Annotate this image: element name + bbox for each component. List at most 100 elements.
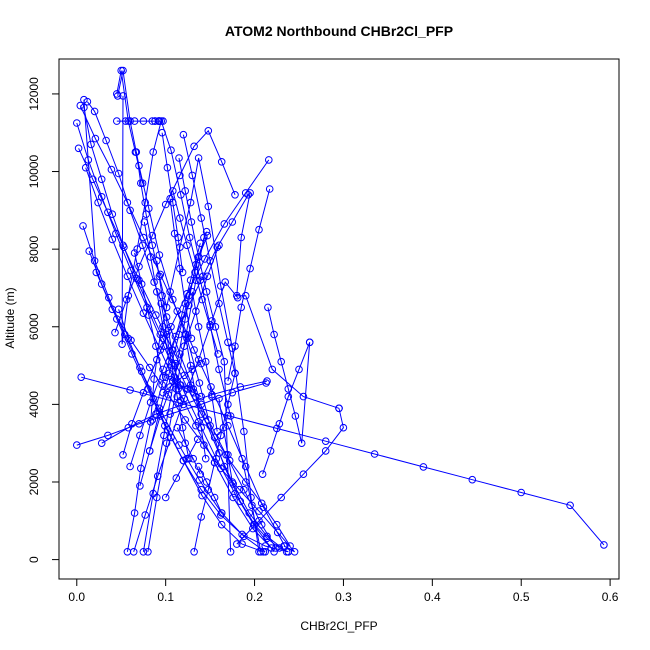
- data-point: [159, 373, 167, 382]
- data-point: [188, 171, 197, 180]
- data-point: [126, 386, 134, 394]
- series-37: [113, 117, 163, 125]
- data-point: [108, 235, 117, 244]
- data-point: [210, 458, 219, 467]
- data-point: [204, 127, 213, 135]
- data-point: [255, 225, 263, 234]
- data-point: [87, 140, 95, 149]
- data-point: [111, 328, 119, 337]
- y-tick-label: 6000: [27, 313, 41, 340]
- data-point: [113, 117, 121, 125]
- data-point: [91, 134, 100, 143]
- data-point: [153, 257, 161, 265]
- data-point: [231, 342, 239, 351]
- series-46: [181, 330, 210, 463]
- data-point: [137, 179, 145, 187]
- y-tick-label: 4000: [27, 391, 41, 418]
- data-point: [84, 156, 93, 164]
- data-point: [284, 392, 293, 401]
- series-line: [176, 427, 201, 475]
- data-point: [229, 493, 237, 502]
- data-point: [265, 156, 273, 164]
- data-point: [85, 247, 93, 255]
- data-point: [159, 323, 167, 331]
- data-point: [249, 524, 257, 533]
- data-point: [188, 288, 197, 296]
- data-point: [164, 326, 173, 335]
- data-point: [178, 423, 187, 432]
- series-42: [130, 249, 167, 382]
- data-point: [240, 427, 248, 436]
- data-point: [176, 264, 184, 273]
- data-point: [201, 357, 210, 366]
- data-point: [161, 373, 170, 382]
- series-44: [153, 257, 185, 405]
- data-point: [145, 311, 153, 319]
- series-48: [215, 394, 237, 486]
- data-point: [137, 280, 146, 288]
- data-point: [135, 276, 143, 285]
- data-point: [173, 392, 181, 401]
- x-tick-label: 0.3: [335, 590, 352, 604]
- data-point: [135, 262, 143, 271]
- data-point: [215, 394, 223, 403]
- data-point: [165, 357, 173, 366]
- data-point: [172, 474, 181, 482]
- data-point: [197, 513, 205, 521]
- series-line: [122, 159, 270, 455]
- series-7: [73, 119, 278, 556]
- data-point: [255, 517, 263, 525]
- data-point: [203, 231, 212, 240]
- series-28: [258, 338, 314, 479]
- data-point: [261, 548, 270, 556]
- data-point: [295, 365, 303, 374]
- data-point: [241, 291, 250, 300]
- data-point: [192, 421, 200, 430]
- data-point: [277, 493, 286, 502]
- data-point: [238, 540, 246, 548]
- data-point: [258, 470, 267, 479]
- data-point: [73, 441, 81, 449]
- data-point: [297, 439, 306, 448]
- data-point: [175, 154, 183, 162]
- data-point: [196, 239, 205, 248]
- data-point: [224, 400, 232, 409]
- y-axis-label: Altitude (m): [3, 287, 17, 348]
- series-line: [182, 134, 236, 374]
- chart-title: ATOM2 Northbound CHBr2Cl_PFP: [225, 23, 453, 39]
- data-point: [178, 268, 187, 277]
- series-line: [178, 157, 232, 552]
- series-line: [236, 408, 344, 545]
- series-line: [118, 309, 289, 553]
- series-line: [85, 167, 272, 549]
- data-point: [169, 187, 177, 195]
- data-point: [194, 462, 203, 471]
- data-point: [197, 400, 205, 409]
- data-point: [198, 295, 206, 304]
- series-41: [166, 194, 196, 343]
- data-point: [130, 249, 139, 257]
- data-point: [268, 365, 277, 374]
- data-point: [321, 447, 330, 455]
- series-13: [119, 156, 273, 459]
- data-point: [139, 548, 148, 556]
- data-point: [139, 117, 148, 125]
- series-line: [134, 252, 164, 378]
- data-point: [202, 478, 211, 486]
- data-point: [158, 128, 166, 137]
- data-point: [197, 485, 205, 494]
- series-line: [198, 466, 223, 514]
- data-point: [220, 357, 229, 366]
- data-point: [233, 540, 241, 548]
- data-point: [191, 268, 199, 277]
- data-point: [194, 253, 203, 261]
- series-line: [86, 101, 287, 553]
- data-point: [187, 218, 196, 226]
- data-point: [180, 371, 189, 380]
- data-point: [183, 385, 191, 393]
- data-point: [259, 503, 268, 512]
- series-line: [83, 99, 295, 553]
- data-point: [600, 541, 608, 549]
- series-47: [188, 288, 221, 436]
